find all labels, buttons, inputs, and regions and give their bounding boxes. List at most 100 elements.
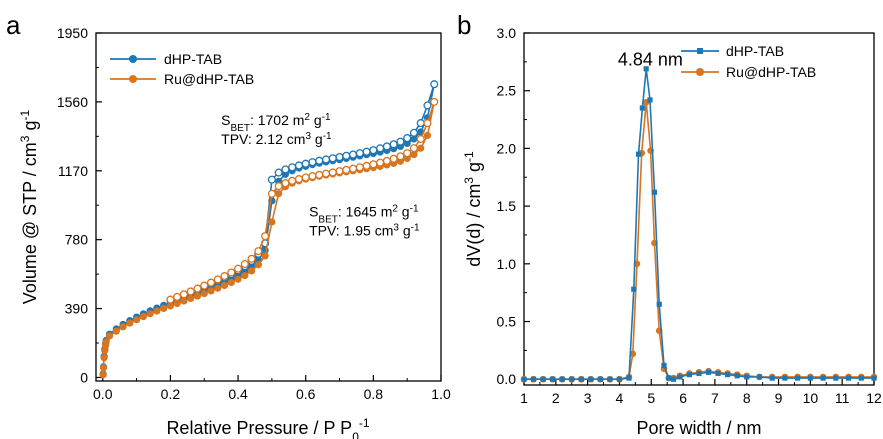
data-point <box>578 376 584 382</box>
y-tick-label: 0.5 <box>497 314 517 330</box>
desorption-point <box>294 175 303 184</box>
annotation-line: SBET: 1645 m2 g-1 <box>309 203 419 225</box>
desorption-point <box>281 165 290 174</box>
adsorption-point <box>126 319 134 327</box>
data-point <box>631 286 637 292</box>
x-tick-label: 1.0 <box>431 386 451 402</box>
data-point <box>833 375 839 381</box>
data-point <box>725 372 731 378</box>
y-tick-label: 780 <box>65 232 89 248</box>
x-tick-label: 0.0 <box>93 386 113 402</box>
adsorption-point <box>99 371 107 379</box>
data-point <box>795 375 801 381</box>
desorption-point <box>369 160 378 169</box>
x-tick-label: 6 <box>679 390 687 406</box>
data-point <box>705 369 712 375</box>
adsorption-point <box>173 299 181 308</box>
panel-a-ticks: 0.0 0.2 0.4 0.6 0.8 1.0 0 390 780 1170 1560 1950 <box>57 25 451 402</box>
x-tick-label: 1 <box>520 390 528 406</box>
adsorption-point <box>410 150 418 159</box>
panel-b-x-axis-title: Pore width / nm <box>636 418 761 438</box>
desorption-point <box>423 119 432 128</box>
legend-swatch-marker <box>697 48 703 54</box>
data-point <box>744 374 750 380</box>
desorption-point <box>267 175 276 184</box>
annotation-line: SBET: 1702 m2 g-1 <box>221 111 331 133</box>
panel-a-legend: dHP-TAB Ru@dHP-TAB <box>110 51 254 87</box>
adsorption-point <box>200 289 208 298</box>
data-point <box>734 373 740 379</box>
y-tick-label: 1950 <box>57 25 88 41</box>
y-tick-label: 1560 <box>57 94 88 110</box>
panel-b-frame <box>523 32 875 386</box>
adsorption-point <box>105 332 114 340</box>
desorption-point <box>267 189 276 198</box>
desorption-point <box>362 161 371 170</box>
desorption-point <box>227 268 236 277</box>
adsorption-point <box>275 190 283 198</box>
desorption-point <box>409 144 418 153</box>
data-point <box>820 375 826 381</box>
x-tick-label: 10 <box>803 390 819 406</box>
series-line <box>524 68 874 381</box>
panel-b-label: b <box>457 10 471 40</box>
adsorption-point <box>102 338 110 346</box>
desorption-point <box>220 272 229 281</box>
adsorption-point <box>254 261 262 269</box>
desorption-point <box>349 164 358 173</box>
data-point <box>666 375 672 381</box>
desorption-point <box>376 158 385 167</box>
desorption-point <box>430 97 439 106</box>
data-point <box>559 376 565 382</box>
data-point <box>871 375 877 381</box>
x-tick-label: 8 <box>743 390 751 406</box>
desorption-point <box>247 254 256 263</box>
desorption-point <box>382 142 391 151</box>
panel-b-legend: dHP-TAB Ru@dHP-TAB <box>681 43 816 80</box>
adsorption-point <box>410 135 418 143</box>
legend-label: dHP-TAB <box>726 43 784 59</box>
adsorption-point <box>193 292 202 300</box>
desorption-point <box>369 146 378 155</box>
desorption-point <box>206 278 216 287</box>
data-point <box>597 376 603 382</box>
x-tick-label: 7 <box>711 390 719 406</box>
adsorption-point <box>187 294 195 303</box>
desorption-point <box>328 154 337 163</box>
data-point <box>550 376 556 382</box>
desorption-point <box>396 137 405 146</box>
legend-label: dHP-TAB <box>164 51 222 67</box>
data-point <box>635 151 642 157</box>
x-tick-label: 2 <box>552 390 560 406</box>
x-tick-label: 11 <box>835 390 850 406</box>
desorption-point <box>416 119 425 128</box>
adsorption-point <box>146 310 154 318</box>
x-tick-label: 5 <box>647 390 655 406</box>
desorption-point <box>403 149 412 158</box>
panel-a-label: a <box>6 10 21 40</box>
data-point <box>661 362 667 368</box>
x-tick-label: 0.8 <box>364 386 384 402</box>
adsorption-point <box>112 327 120 335</box>
adsorption-point <box>139 312 147 321</box>
data-point <box>769 375 775 381</box>
adsorption-point <box>100 354 108 362</box>
panel-a-x-axis-title: Relative Pressure / P P0-1 <box>166 416 369 439</box>
adsorption-point <box>220 281 229 290</box>
y-tick-label: 3.0 <box>497 25 517 41</box>
adsorption-point <box>247 267 256 275</box>
desorption-point <box>349 150 358 159</box>
desorption-point <box>254 247 263 256</box>
data-point <box>521 376 527 382</box>
desorption-point <box>200 281 209 290</box>
desorption-point <box>342 165 351 174</box>
data-point <box>626 375 632 381</box>
desorption-point <box>335 167 344 176</box>
panel-a-frame <box>95 32 442 382</box>
desorption-point <box>430 80 439 89</box>
data-point <box>670 376 677 382</box>
data-point <box>782 375 788 381</box>
desorption-point <box>308 172 317 181</box>
desorption-point <box>308 158 317 167</box>
panel-b-ticks: 1 2 3 4 5 6 7 8 9 10 11 120.00.51.01.52.02.53.0 <box>497 25 882 406</box>
